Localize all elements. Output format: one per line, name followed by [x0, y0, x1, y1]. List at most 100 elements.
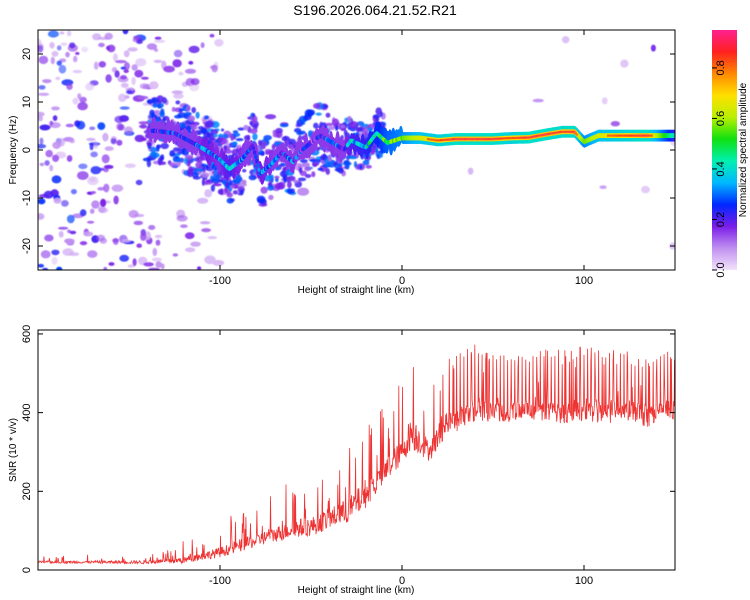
spectrogram-scatter-cell [378, 152, 383, 158]
snr-series-line [38, 344, 675, 565]
snr-y-tick-label: 600 [21, 325, 33, 343]
spectrogram-noise-cell [610, 121, 620, 127]
spectrogram-scatter-cell [226, 197, 234, 204]
spectrogram-scatter-cell [235, 175, 242, 183]
spectrogram-noise-cell [77, 171, 89, 180]
spectrogram-scatter-cell [304, 174, 312, 178]
spectrogram-scatter-cell [160, 142, 169, 150]
spectrogram-noise-cell [467, 167, 474, 175]
spectrogram-noise-cell [119, 106, 130, 110]
colorbar-tick-label: 0.4 [715, 161, 727, 176]
spectrogram-noise-cell [53, 197, 62, 204]
spectrogram-x-ticks: -100 0 100 [209, 30, 593, 287]
spectrogram-scatter-cell [209, 135, 215, 141]
spectrogram-noise-cell [98, 205, 106, 213]
spectrogram-noise-cell [124, 163, 136, 169]
spectrogram-scatter-cell [162, 117, 166, 123]
spectrogram-y-tick-label: -20 [21, 238, 33, 254]
spectrogram-scatter-cell [287, 138, 296, 145]
spectrogram-scatter-cell [175, 100, 181, 105]
spectrogram-noise-cell [123, 50, 130, 58]
spectrogram-noise-cell [38, 198, 46, 205]
spectrogram-scatter-cell [184, 111, 192, 117]
spectrogram-noise-cell [134, 69, 144, 78]
spectrogram-noise-cell [70, 189, 77, 195]
spectrogram-noise-cell [51, 256, 58, 265]
spectrogram-noise-cell [102, 132, 109, 142]
spectrogram-noise-cell [117, 124, 125, 131]
spectrogram-scatter-cell [159, 161, 167, 165]
spectrogram-noise-cell [79, 96, 87, 103]
spectrogram-noise-cell [59, 31, 65, 35]
spectrogram-noise-cell [49, 42, 55, 49]
spectrogram-scatter-cell [151, 99, 155, 104]
spectrogram-noise-cell [49, 164, 54, 172]
spectrogram-scatter-cell [155, 144, 160, 152]
spectrogram-scatter-cell [287, 180, 292, 189]
spectrogram-scatter-cell [201, 178, 205, 186]
spectrogram-noise-cell [173, 49, 183, 58]
spectrogram-noise-cell [197, 197, 209, 204]
spectrogram-scatter-cell [263, 135, 272, 141]
spectrogram-noise-cell [44, 234, 54, 242]
spectrogram-noise-cell [75, 52, 80, 55]
spectrogram-noise-cell [120, 82, 129, 88]
spectrogram-noise-cell [51, 50, 59, 57]
snr-y-tick-label: 200 [21, 482, 33, 500]
spectrogram-noise-cell [58, 231, 64, 238]
colorbar-label: Normalized spectral amplitude [738, 82, 749, 217]
spectrogram-noise-cell [78, 163, 88, 170]
spectrogram-scatter-cell [271, 143, 276, 151]
spectrogram-scatter-cell [282, 176, 287, 181]
spectrogram-noise-cell [139, 83, 150, 90]
spectrogram-noise-cell [90, 166, 102, 175]
spectrogram-noise-cell [73, 55, 78, 63]
spectrogram-noise-cell [43, 190, 54, 199]
spectrogram-noise-cell [49, 120, 54, 126]
spectrogram-noise-cell [69, 230, 77, 235]
spectrogram-noise-cell [201, 228, 212, 233]
spectrogram-noise-cell [154, 234, 163, 239]
spectrogram-noise-cell [297, 187, 310, 196]
spectrogram-noise-cell [85, 82, 95, 91]
spectrogram-scatter-cell [256, 195, 266, 203]
spectrogram-noise-cell [188, 60, 194, 65]
spectrogram-noise-cell [44, 160, 50, 166]
spectrogram-noise-cell [119, 254, 130, 262]
spectrogram-noise-cell [122, 30, 129, 35]
spectrogram-scatter-cell [293, 179, 299, 184]
spectrogram-scatter-cell [218, 137, 227, 145]
spectrogram-scatter-cell [147, 142, 152, 147]
spectrogram-noise-cell [87, 176, 99, 186]
spectrogram-scatter-cell [237, 127, 245, 131]
spectrogram-noise-cell [140, 232, 147, 241]
spectrogram-scatter-cell [328, 126, 335, 131]
spectrogram-noise-cell [104, 32, 113, 40]
spectrogram-noise-cell [136, 40, 143, 44]
spectrogram-noise-cell [58, 226, 69, 230]
spectrogram-noise-cell [212, 183, 222, 187]
chart-title: S196.2026.064.21.52.R21 [293, 2, 457, 18]
spectrogram-noise-cell [199, 221, 211, 225]
spectrogram-scatter-cell [239, 189, 244, 195]
spectrogram-scatter-cell [298, 167, 303, 174]
spectrogram-scatter-cell [334, 167, 344, 172]
spectrogram-noise-cell [39, 162, 45, 167]
spectrogram-scatter-cell [184, 154, 194, 160]
spectrogram-noise-cell [154, 48, 158, 52]
spectrogram-scatter-cell [304, 166, 312, 172]
spectrogram-scatter-cell [252, 116, 256, 125]
spectrogram-noise-cell [120, 75, 127, 80]
spectrogram-noise-cell [108, 262, 115, 266]
spectrogram-scatter-cell [225, 182, 229, 187]
spectrogram-noise-cell [103, 183, 110, 193]
spectrogram-scatter-cell [353, 161, 358, 168]
spectrogram-scatter-cell [359, 164, 363, 170]
spectrogram-noise-cell [93, 141, 99, 149]
snr-panel: -100 0 100 0 200 400 600 Height of straight l… [8, 325, 676, 596]
spectrogram-scatter-cell [194, 168, 204, 172]
spectrogram-noise-cell [204, 189, 213, 198]
spectrogram-noise-cell [112, 53, 118, 62]
spectrogram-noise-cell [90, 191, 97, 194]
spectrogram-noise-cell [155, 261, 162, 268]
